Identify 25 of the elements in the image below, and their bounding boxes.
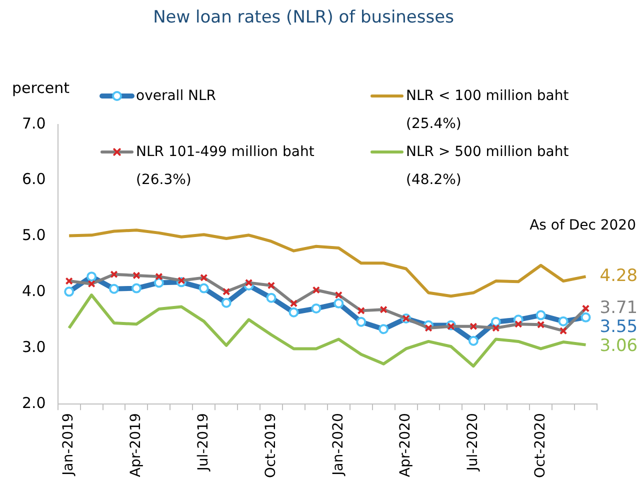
x-tick-label: Jul-2019 — [196, 413, 212, 472]
x-tick-label: Oct-2019 — [262, 413, 279, 478]
chart-title: New loan rates (NLR) of businesses — [153, 8, 454, 28]
y-tick-label: 2.0 — [22, 394, 46, 412]
x-tick-label: Jan-2019 — [60, 413, 77, 476]
y-tick-label: 7.0 — [22, 114, 46, 132]
legend-label: overall NLR — [136, 87, 218, 106]
legend-label: NLR 101-499 million baht (26.3%) — [136, 143, 316, 190]
x-tick-label: Jan-2020 — [330, 413, 346, 476]
data-label: 4.28 — [600, 266, 638, 286]
y-tick-label: 3.0 — [22, 338, 46, 356]
data-label: 3.55 — [600, 316, 638, 337]
data-label: 3.71 — [600, 298, 638, 318]
y-tick-label: 6.0 — [22, 170, 46, 188]
data-label: 3.06 — [600, 336, 638, 356]
x-tick-label: Apr-2020 — [398, 413, 414, 478]
annotation: As of Dec 2020 — [530, 218, 636, 234]
x-tick-label: Jul-2020 — [465, 413, 482, 472]
x-tick-label: Oct-2020 — [532, 413, 548, 478]
x-tick-label: Apr-2019 — [128, 413, 144, 478]
y-axis-title: percent — [12, 78, 70, 97]
legend-label: NLR > 500 million baht (48.2%) — [406, 143, 570, 190]
y-tick-label: 5.0 — [22, 226, 46, 244]
y-tick-label: 4.0 — [22, 282, 46, 300]
legend-label: NLR < 100 million baht (25.4%) — [406, 87, 570, 134]
